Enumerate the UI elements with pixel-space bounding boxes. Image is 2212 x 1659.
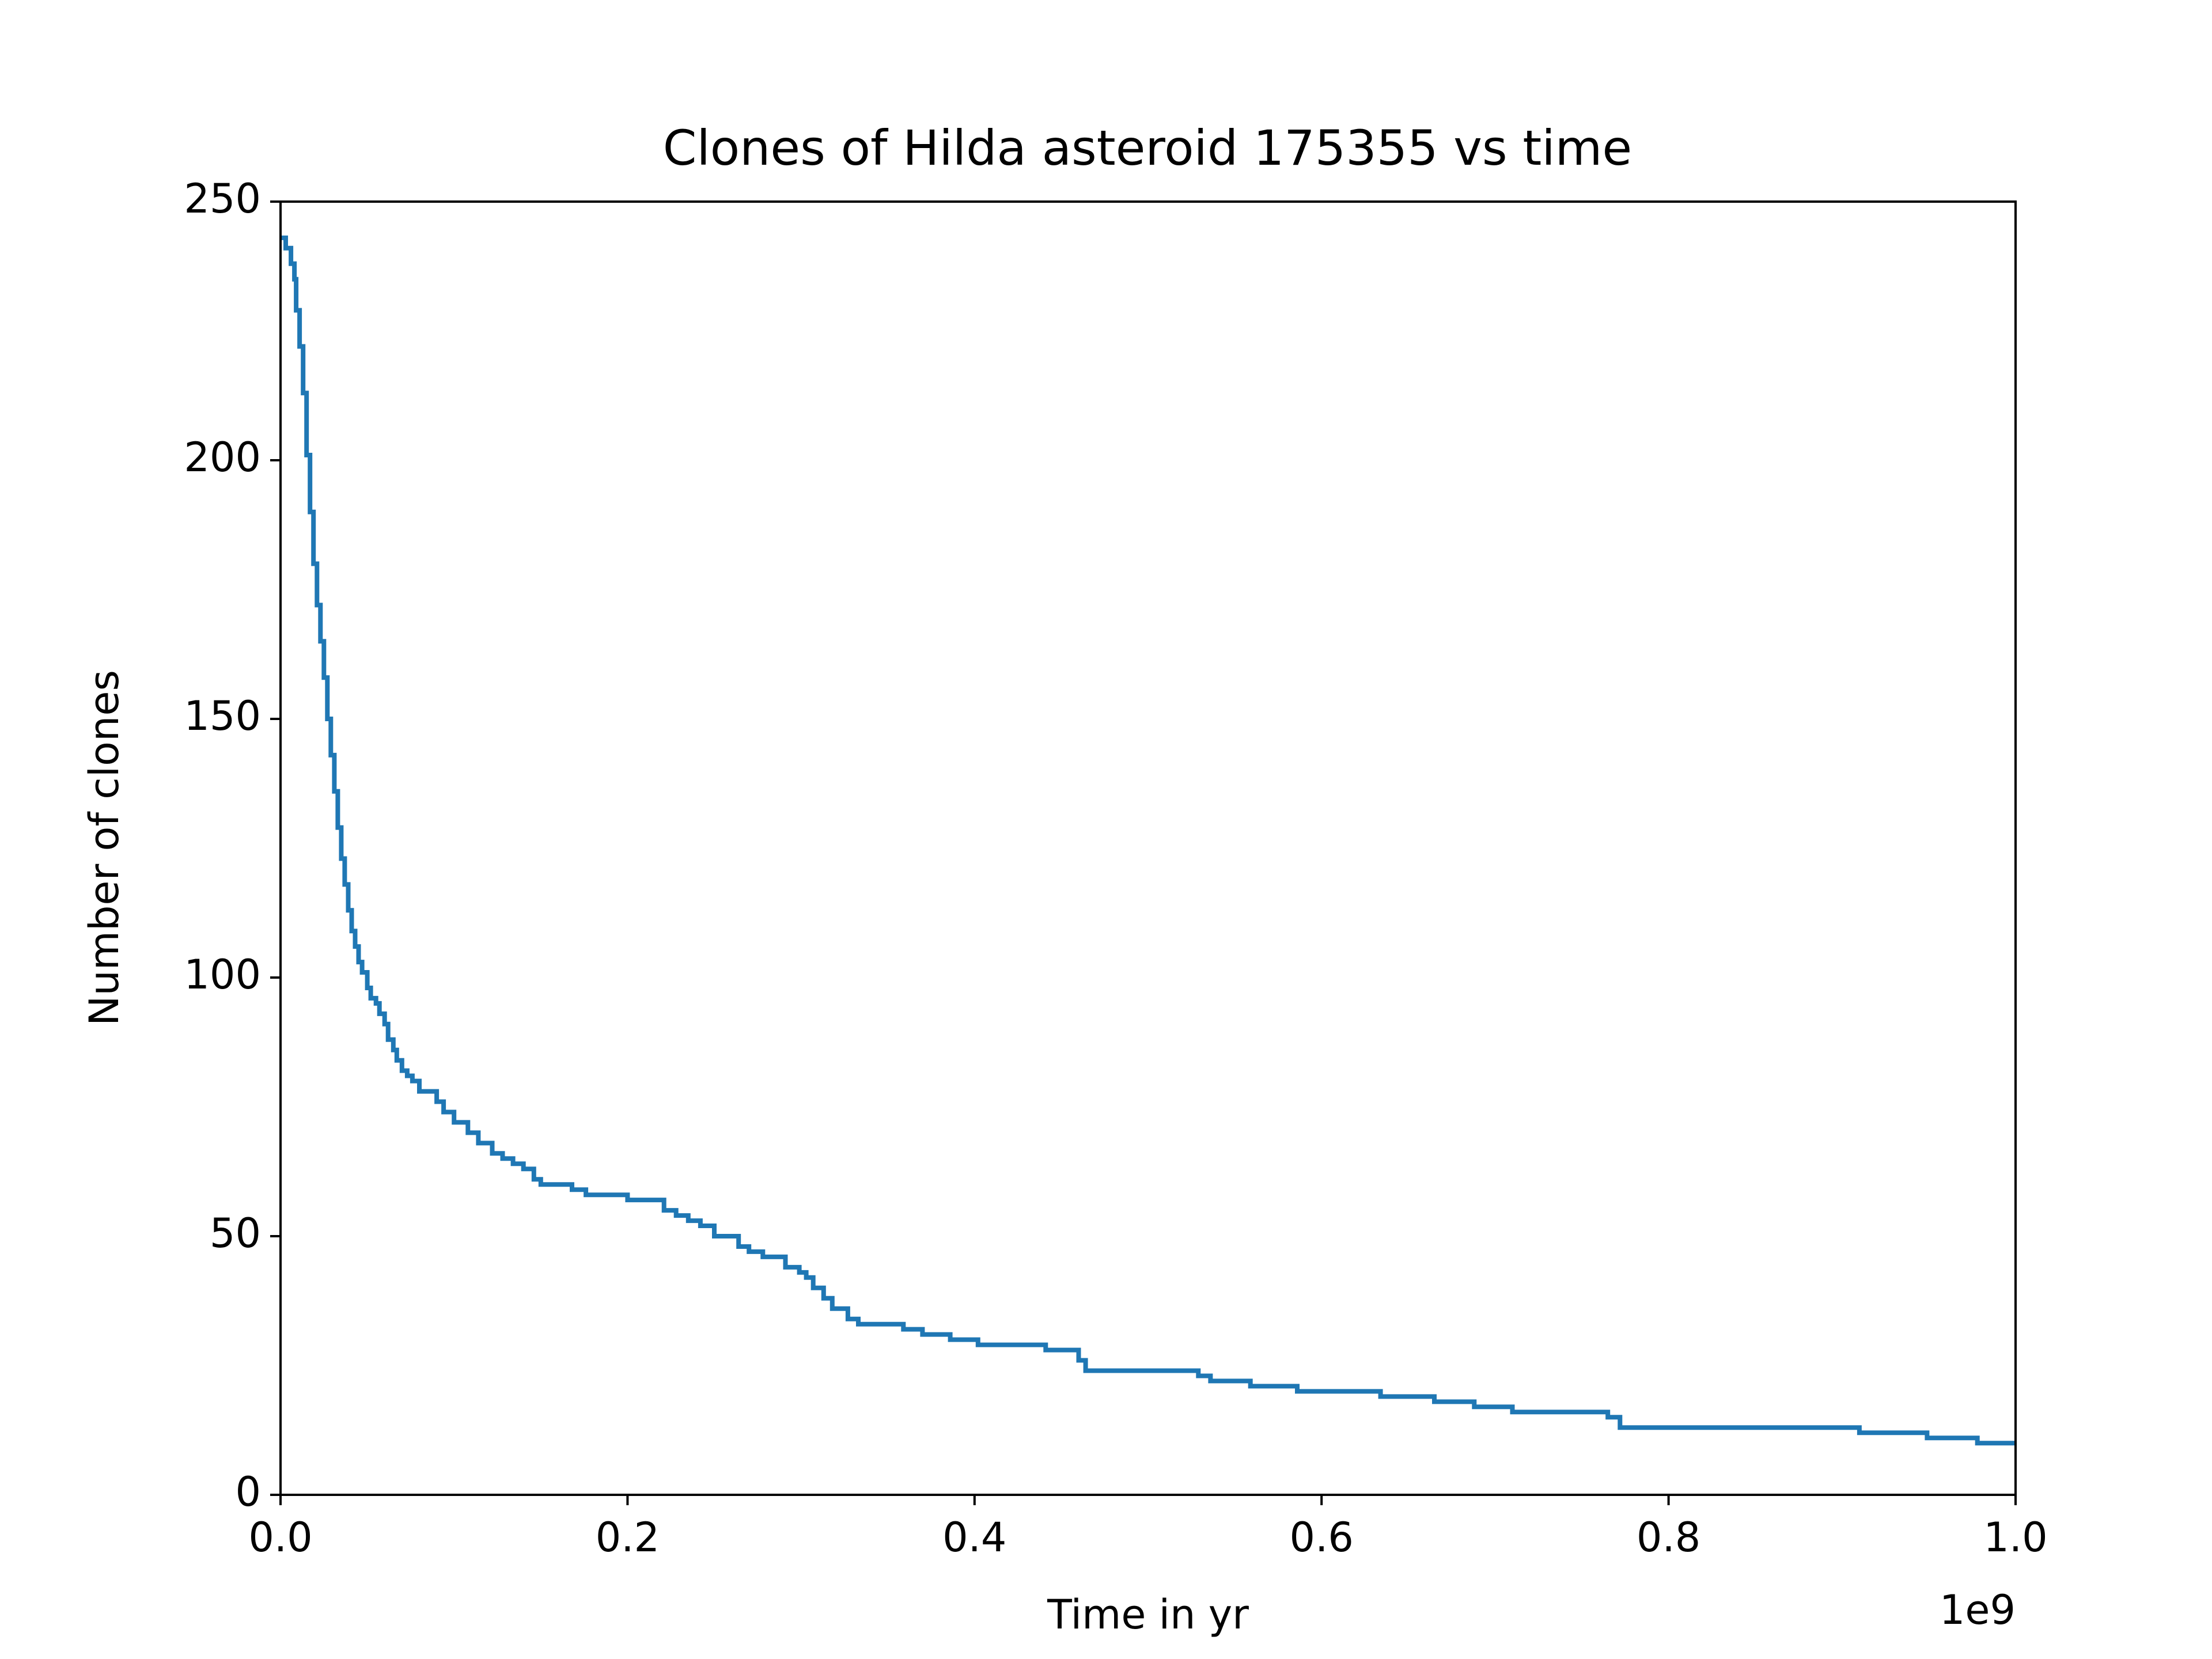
y-axis-label: Number of clones	[81, 670, 128, 1026]
x-axis-ticks: 0.0 0.2 0.4 0.6 0.8 1.0	[248, 1495, 2048, 1561]
y-tick-label: 200	[184, 434, 261, 481]
y-axis-ticks: 0 50 100 150 200 250	[184, 175, 281, 1516]
x-tick-label: 0.2	[596, 1514, 660, 1561]
plot-area	[279, 200, 2017, 1496]
y-tick-label: 150	[184, 692, 261, 740]
y-tick-label: 50	[210, 1210, 261, 1257]
x-tick-label: 0.0	[248, 1514, 312, 1561]
y-tick-label: 250	[184, 175, 261, 222]
x-tick-label: 0.8	[1637, 1514, 1700, 1561]
x-tick-label: 0.6	[1290, 1514, 1354, 1561]
series-line	[281, 235, 2016, 1446]
x-axis-offset-text: 1e9	[1940, 1586, 2016, 1634]
chart-title: Clones of Hilda asteroid 175355 vs time	[663, 120, 1632, 176]
y-tick-label: 0	[235, 1468, 261, 1516]
axes-frame	[279, 200, 2017, 1496]
x-tick-label: 1.0	[1983, 1514, 2047, 1561]
y-tick-label: 100	[184, 951, 261, 998]
x-tick-label: 0.4	[942, 1514, 1006, 1561]
x-axis-label: Time in yr	[1047, 1591, 1249, 1638]
